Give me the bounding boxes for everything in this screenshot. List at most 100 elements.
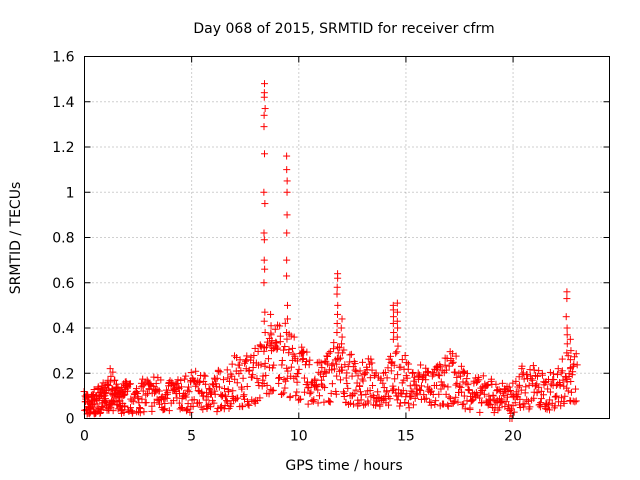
data-point [437,385,445,393]
data-point [164,390,172,398]
data-point [300,374,308,382]
data-point [138,395,146,403]
data-point [106,378,114,386]
data-point [547,380,555,388]
data-point [337,354,345,362]
data-point [390,385,398,393]
data-point [556,382,564,390]
data-point [327,389,335,397]
data-point [239,374,247,382]
data-point [298,343,306,351]
data-point [152,379,160,387]
data-point [461,369,469,377]
data-point [530,366,538,374]
data-point [359,377,367,385]
data-point [309,397,317,405]
data-point [435,372,443,380]
data-point [257,361,265,369]
data-point [458,401,466,409]
data-point [105,386,113,394]
data-point [393,308,401,316]
data-point [541,405,549,413]
data-point [280,375,288,383]
data-point [539,391,547,399]
data-point [93,400,101,408]
data-point [424,367,432,375]
data-point [315,392,323,400]
data-point [530,394,538,402]
data-point [391,375,399,383]
data-point [236,361,244,369]
data-point [342,374,350,382]
data-point [222,393,230,401]
data-point [278,390,286,398]
data-point [333,360,341,368]
data-point [97,386,105,394]
data-point [330,365,338,373]
data-point [239,403,247,411]
data-point [276,322,284,330]
data-point [463,370,471,378]
data-point [453,373,461,381]
data-point [421,395,429,403]
data-point [423,368,431,376]
data-point [516,395,524,403]
data-point [261,150,269,158]
data-point [276,373,284,381]
data-point [492,398,500,406]
data-point [290,333,298,341]
data-point [161,405,169,413]
data-point [189,402,197,410]
data-point [269,386,277,394]
data-point [346,358,354,366]
data-point [558,355,566,363]
data-point [231,375,239,383]
data-point [564,387,572,395]
data-point [90,386,98,394]
data-point [293,357,301,365]
data-point [293,388,301,396]
data-point [173,394,181,402]
data-point [201,372,209,380]
data-point [535,383,543,391]
data-point [487,401,495,409]
data-point [228,372,236,380]
data-point [532,382,540,390]
data-point [566,365,574,373]
data-point [550,376,558,384]
data-point [336,376,344,384]
data-point [89,403,97,411]
data-point [545,406,553,414]
data-point [360,370,368,378]
data-point [338,333,346,341]
data-point [566,335,574,343]
data-point [299,355,307,363]
data-point [511,399,519,407]
data-point [541,379,549,387]
data-point [403,374,411,382]
data-point [260,236,268,244]
data-point [380,394,388,402]
data-point [461,405,469,413]
x-tick-label: 20 [504,429,522,445]
data-point [557,394,565,402]
data-point [354,372,362,380]
data-point [567,377,575,385]
x-tick-label: 5 [187,429,196,445]
data-point [356,382,364,390]
data-point [483,382,491,390]
data-point [409,401,417,409]
data-point [253,374,261,382]
data-point [261,80,269,88]
data-point [260,229,268,237]
data-point [278,356,286,364]
data-point [124,387,132,395]
data-point [451,368,459,376]
data-point [338,349,346,357]
data-point [406,382,414,390]
data-point [464,381,472,389]
data-point [442,366,450,374]
data-point [221,402,229,410]
data-point [333,343,341,351]
data-point [344,384,352,392]
